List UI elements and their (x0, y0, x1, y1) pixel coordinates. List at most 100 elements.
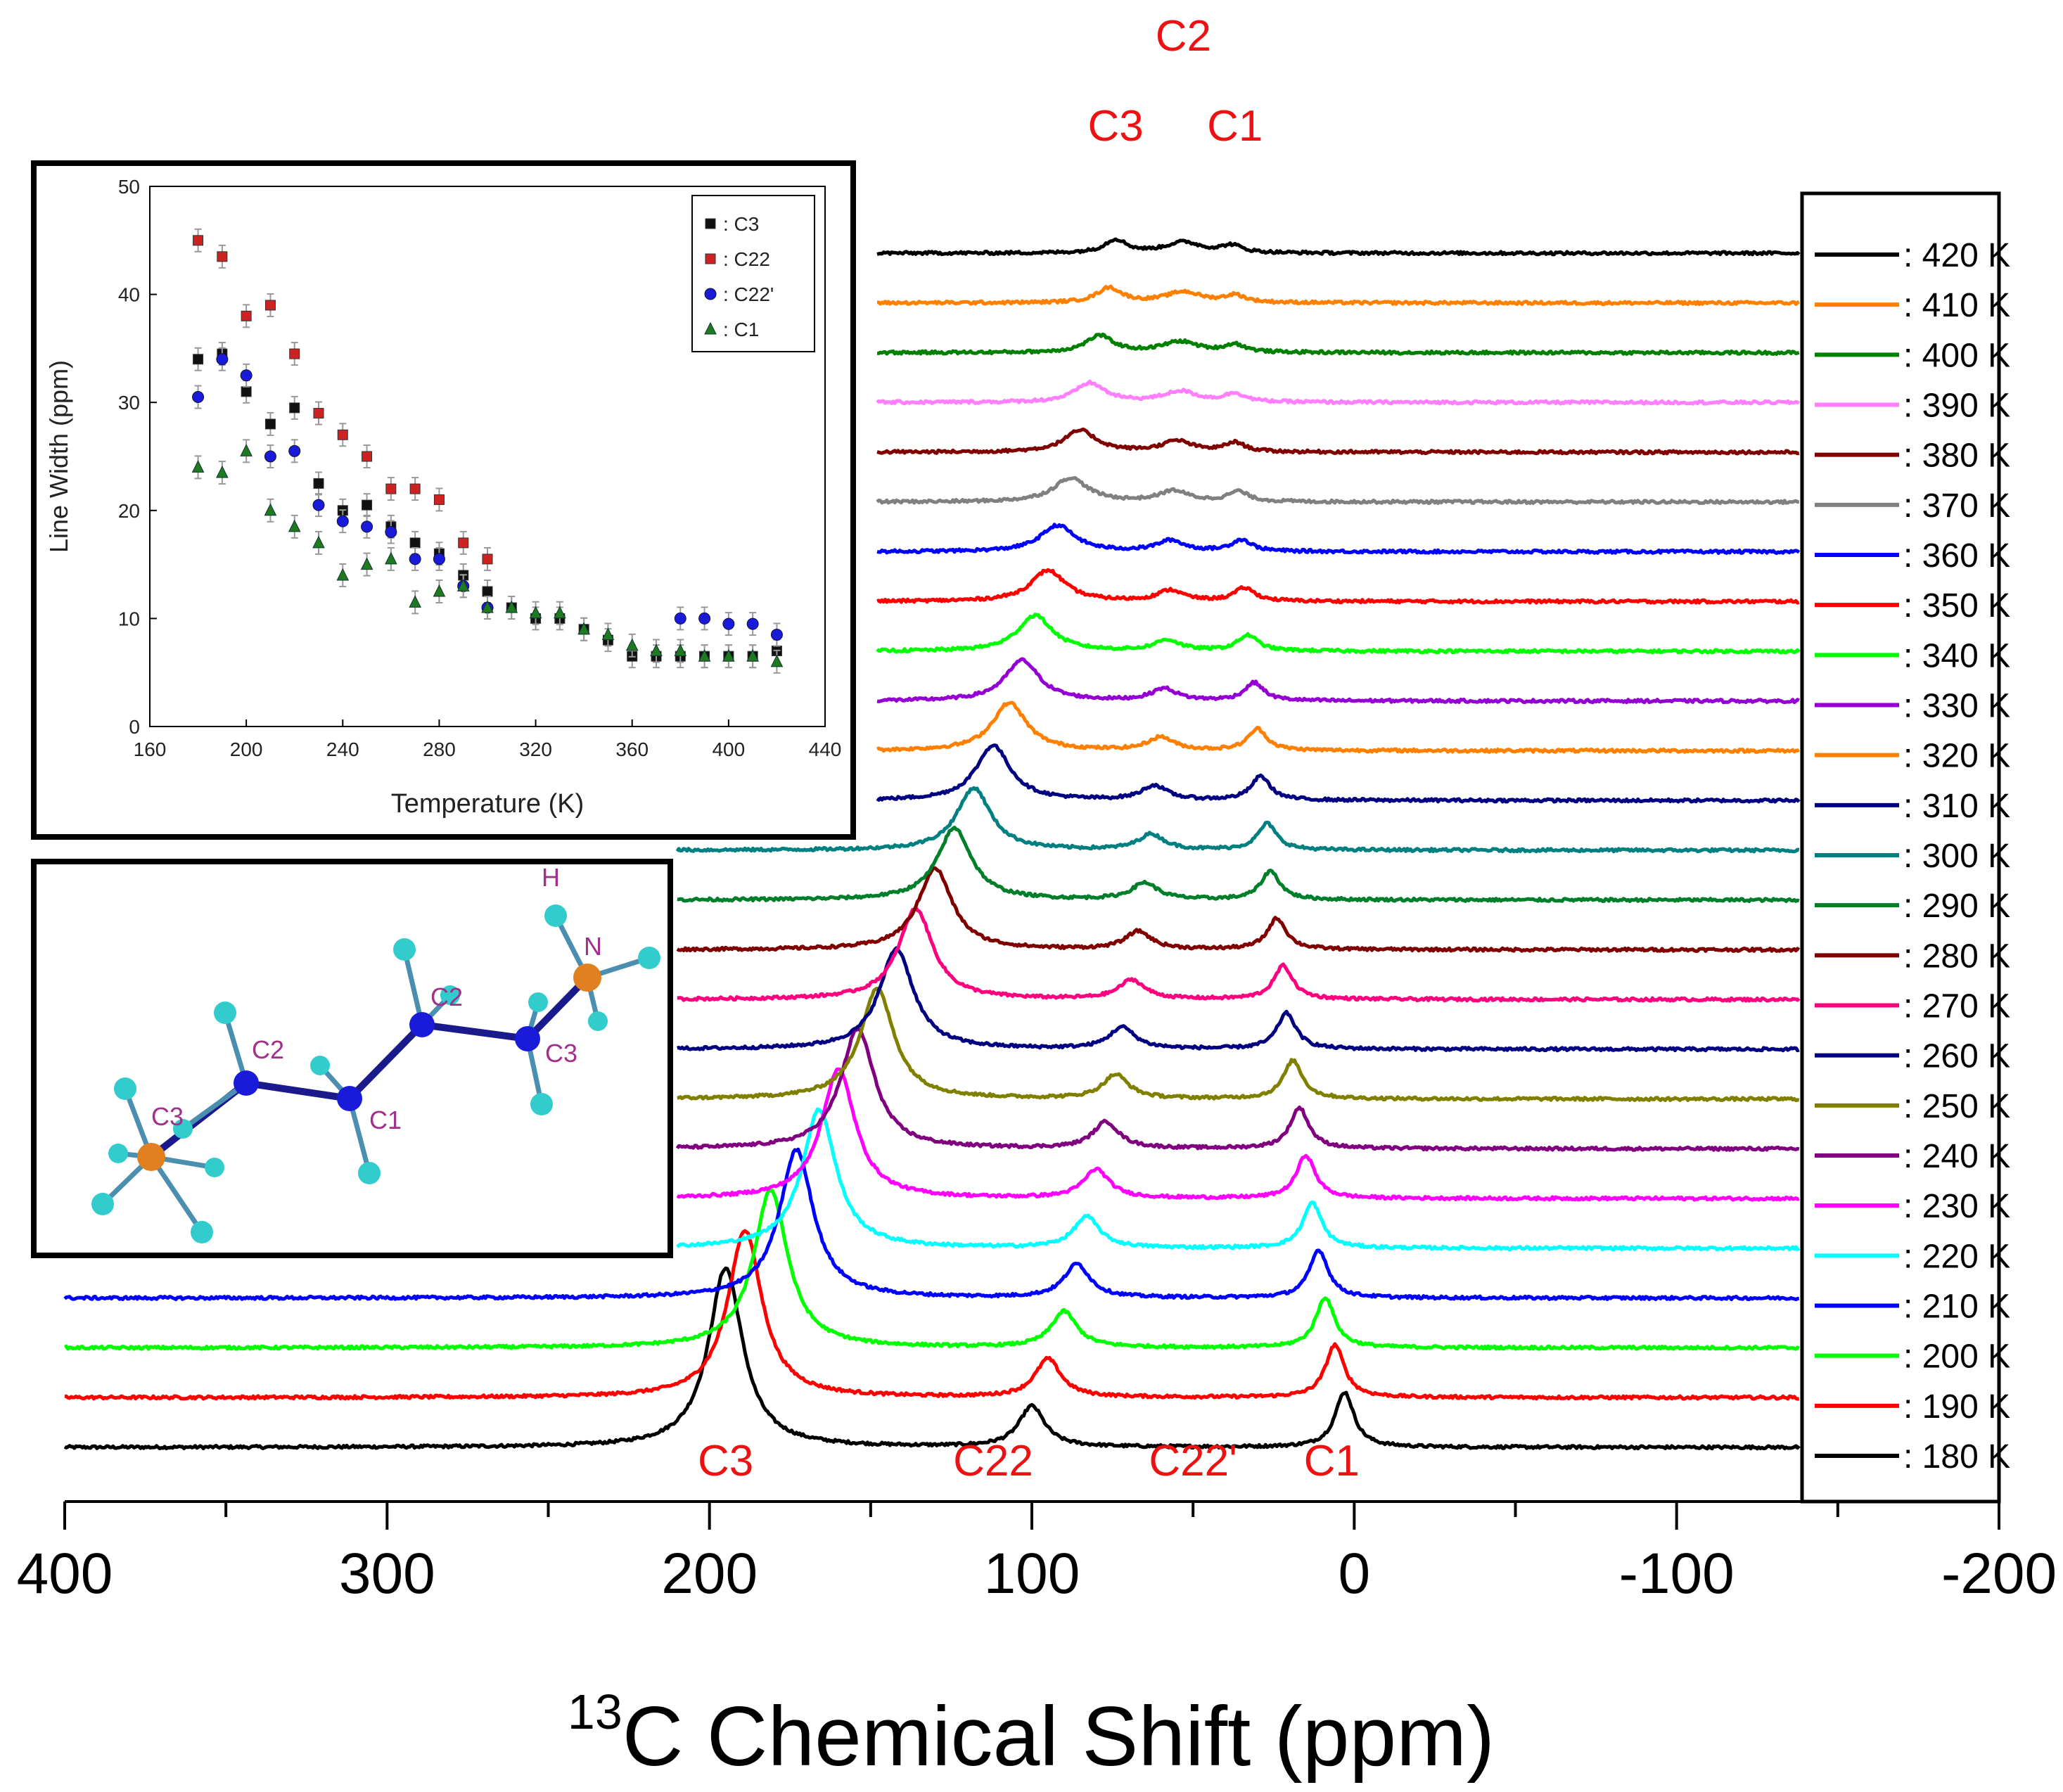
legend-frame (1800, 191, 2001, 1504)
hydrogen-atom (440, 985, 460, 1005)
inset-point-c1 (481, 600, 494, 613)
hydrogen-atom (530, 1093, 553, 1115)
legend-label-380k: : 380 K (1903, 437, 2010, 475)
inset-x-tick-label: 400 (712, 738, 745, 760)
bottom-peak-label-c3: C3 (698, 1437, 753, 1485)
hydrogen-atom (214, 1001, 236, 1024)
inset-point-c1 (288, 519, 301, 532)
x-tick-label: 100 (984, 1542, 1080, 1606)
legend-label-200k: : 200 K (1903, 1338, 2010, 1376)
spectrum-trace-360k (876, 523, 1801, 555)
spectrum-trace-270k (677, 905, 1801, 1003)
inset-point-c3 (362, 499, 373, 511)
spectrum-trace-310k (876, 743, 1801, 804)
spectrum-trace-290k (677, 826, 1800, 904)
atom-label-c3-left: C3 (151, 1102, 184, 1131)
inset-point-c1 (456, 579, 470, 591)
inset-point-c1 (264, 503, 277, 516)
legend-label-240k: : 240 K (1903, 1138, 2010, 1175)
inset-point-c22 (746, 617, 759, 630)
spectrum-trace-180k (63, 1266, 1801, 1451)
inset-point-c22 (362, 451, 373, 462)
spectrum-trace-300k (675, 786, 1800, 854)
atom-label-c2-right: C2 (430, 983, 463, 1011)
atom-label-c3-right: C3 (545, 1039, 577, 1068)
inset-axes: 160 200 240 280 320 360 400 440 0 10 20 30 40 50 (118, 176, 842, 760)
inset-x-tick-label: 360 (615, 738, 649, 760)
hydrogen-atom (114, 1077, 136, 1100)
inset-point-c3 (409, 537, 421, 549)
spectrum-trace-190k (64, 1229, 1800, 1401)
inset-y-tick-label: 20 (118, 500, 140, 522)
hydrogen-atom (91, 1193, 114, 1215)
legend-label-390k: : 390 K (1903, 388, 2010, 425)
legend-label-230k: : 230 K (1903, 1188, 2010, 1225)
bottom-peak-label-c22p: C22' (1149, 1437, 1237, 1485)
inset-point-c1 (577, 622, 590, 635)
inset-point-c3 (193, 354, 204, 365)
inset-plot-area (149, 186, 826, 727)
legend-label-350k: : 350 K (1903, 587, 2010, 625)
inset-point-c22 (698, 612, 711, 625)
inset-point-c1 (554, 606, 566, 619)
top-peak-label-c1: C1 (1207, 102, 1263, 151)
inset-x-tick-label: 320 (519, 738, 552, 760)
spectrum-trace-420k (876, 237, 1801, 257)
atom-label-c1: C1 (369, 1106, 402, 1134)
legend-label-250k: : 250 K (1903, 1088, 2010, 1125)
legend-label-320k: : 320 K (1903, 738, 2010, 775)
hydrogen-atom (173, 1119, 193, 1139)
inset-point-c22 (264, 450, 276, 463)
spectrum-trace-400k (876, 332, 1800, 356)
spectrum-trace-340k (876, 613, 1801, 655)
inset-y-tick-label: 30 (118, 392, 140, 414)
inset-point-c3 (241, 386, 252, 397)
nitrogen-atom (573, 964, 601, 992)
inset-y-tick-label: 10 (118, 608, 140, 629)
spectrum-trace-200k (63, 1188, 1800, 1351)
inset-point-c1 (746, 649, 759, 662)
spectrum-trace-320k (876, 700, 1800, 754)
carbon-atom-c1 (337, 1086, 362, 1111)
inset-point-c22 (409, 483, 421, 494)
inset-point-c22 (217, 251, 228, 262)
legend-label-310k: : 310 K (1903, 788, 2010, 825)
inset-point-c22 (770, 628, 783, 641)
inset-point-c22 (361, 520, 373, 533)
spectrum-trace-260k (677, 946, 1800, 1053)
inset-point-c1 (505, 600, 518, 613)
inset-legend-label-2: : C22' (723, 283, 774, 305)
atom-label-h: H (542, 863, 560, 892)
x-tick-label: -200 (1941, 1542, 2057, 1606)
spectrum-trace-350k (876, 568, 1800, 605)
hydrogen-atom (310, 1056, 330, 1075)
inset-legend-label-0: : C3 (723, 213, 759, 235)
hydrogen-atom (205, 1158, 224, 1177)
spectrum-trace-390k (876, 379, 1801, 406)
atom-label-c2-left: C2 (252, 1035, 284, 1064)
legend-label-340k: : 340 K (1903, 637, 2010, 674)
legend-label-300k: : 300 K (1903, 838, 2010, 875)
inset-point-c1 (409, 595, 421, 608)
legend-label-330k: : 330 K (1903, 688, 2010, 725)
inset-point-c22 (240, 369, 253, 382)
spectrum-trace-410k (876, 284, 1800, 307)
inset-point-c22 (312, 499, 325, 511)
hydrogen-atom (358, 1162, 381, 1184)
inset-point-c1 (312, 535, 325, 549)
inset-point-c22 (241, 310, 252, 321)
top-peak-label-c2: C2 (1156, 12, 1211, 60)
spectrum-trace-240k (675, 1027, 1800, 1152)
hydrogen-atom (191, 1221, 213, 1243)
carbon-atom-c2-left (234, 1070, 259, 1096)
inset-point-c22 (313, 408, 324, 419)
x-axis-label-text: C Chemical Shift (ppm) (622, 1689, 1495, 1784)
inset-point-c22 (337, 429, 348, 440)
legend-label-360k: : 360 K (1903, 537, 2010, 575)
phosphorus-atom-left (137, 1143, 165, 1171)
inset-point-c1 (529, 606, 542, 619)
spectrum-trace-210k (63, 1147, 1800, 1302)
inset-x-tick-label: 440 (809, 738, 842, 760)
